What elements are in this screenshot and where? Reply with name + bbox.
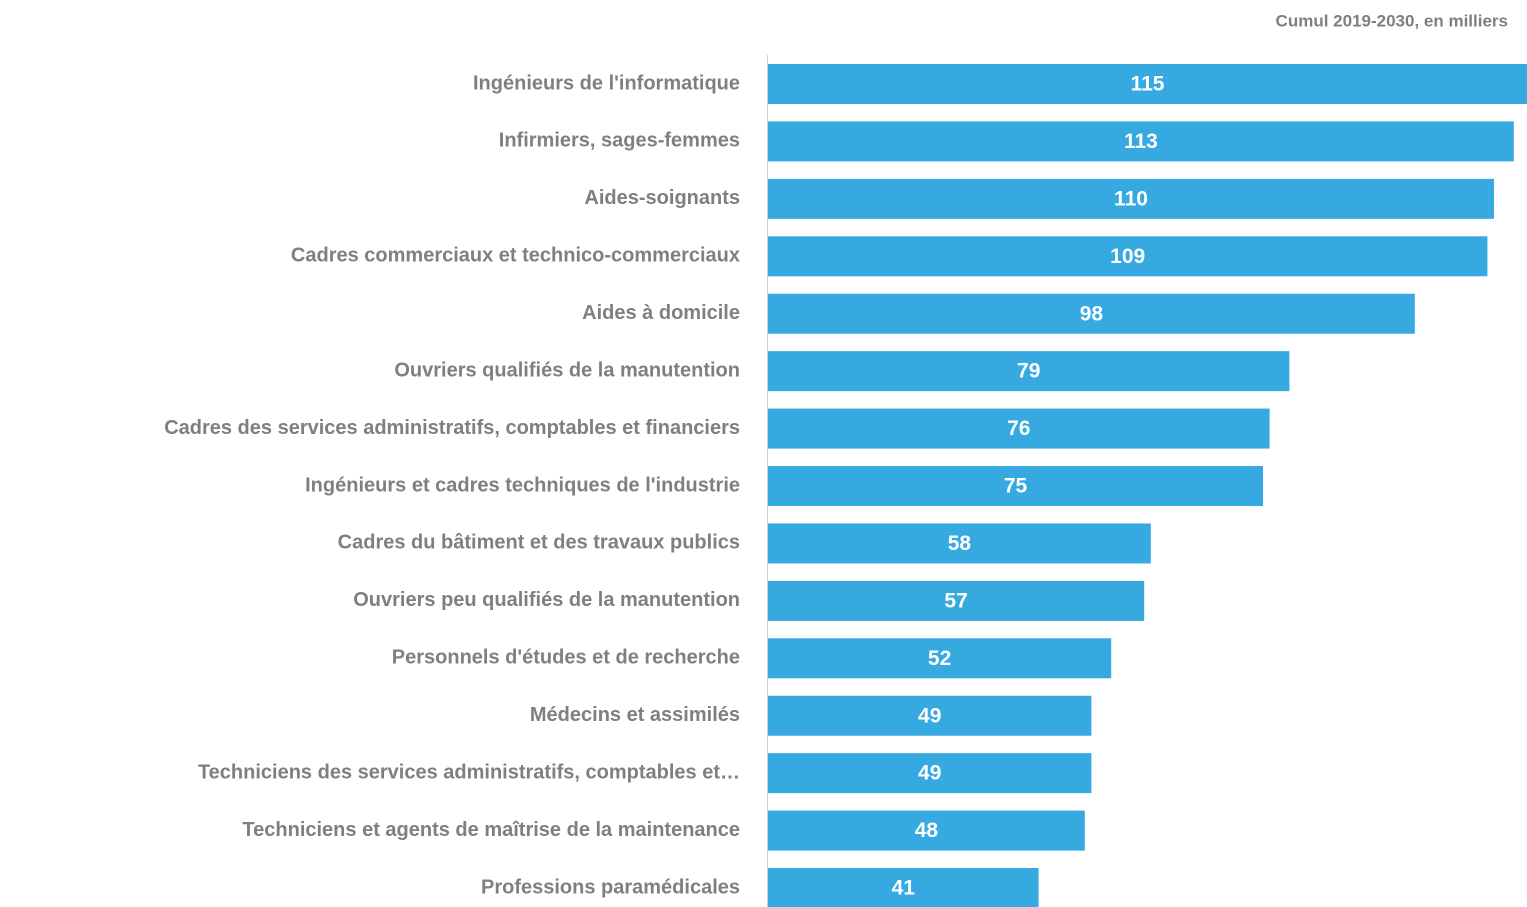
bar (768, 868, 1039, 907)
bar (768, 580, 1145, 621)
category-label: Personnels d'études et de recherche (392, 647, 740, 669)
value-label: 52 (928, 647, 951, 670)
category-label: Cadres commerciaux et technico-commercia… (291, 245, 740, 267)
value-label: 58 (948, 532, 972, 555)
bar (768, 695, 1092, 736)
value-label: 115 (1131, 73, 1165, 96)
category-label: Ingénieurs de l'informatique (473, 72, 740, 94)
annotation: Cumul 2019-2030, en milliers (1276, 11, 1508, 30)
value-label: 41 (892, 877, 916, 900)
category-label: Cadres du bâtiment et des travaux public… (338, 532, 740, 554)
category-label: Aides-soignants (584, 187, 740, 209)
value-label: 110 (1114, 187, 1148, 210)
value-label: 48 (915, 819, 939, 842)
value-label: 57 (944, 589, 967, 612)
category-label: Infirmiers, sages-femmes (499, 130, 740, 152)
bar (768, 408, 1270, 449)
value-label: 76 (1007, 417, 1030, 440)
value-label: 98 (1080, 302, 1104, 325)
category-label: Médecins et assimilés (530, 704, 740, 726)
value-label: 109 (1110, 245, 1145, 268)
category-label: Techniciens des services administratifs,… (198, 761, 740, 783)
bar (768, 351, 1290, 392)
category-label: Ouvriers peu qualifiés de la manutention (353, 589, 740, 611)
bar (768, 810, 1085, 851)
value-label: 49 (918, 762, 941, 785)
category-label: Ouvriers qualifiés de la manutention (394, 359, 740, 381)
category-label: Ingénieurs et cadres techniques de l'ind… (305, 474, 740, 496)
bar (768, 236, 1488, 277)
bar (768, 64, 1527, 104)
category-label: Cadres des services administratifs, comp… (164, 417, 740, 439)
value-label: 79 (1017, 360, 1040, 383)
value-label: 75 (1004, 475, 1028, 498)
bar (768, 753, 1092, 794)
category-label: Techniciens et agents de maîtrise de la … (242, 819, 740, 841)
bar (768, 121, 1514, 162)
bar (768, 638, 1112, 679)
value-label: 113 (1124, 130, 1158, 153)
category-label: Professions paramédicales (481, 876, 740, 898)
bar (768, 178, 1494, 219)
bar (768, 293, 1415, 334)
category-label: Aides à domicile (582, 302, 740, 324)
value-label: 49 (918, 704, 941, 727)
bar (768, 466, 1263, 507)
bar (768, 523, 1151, 564)
